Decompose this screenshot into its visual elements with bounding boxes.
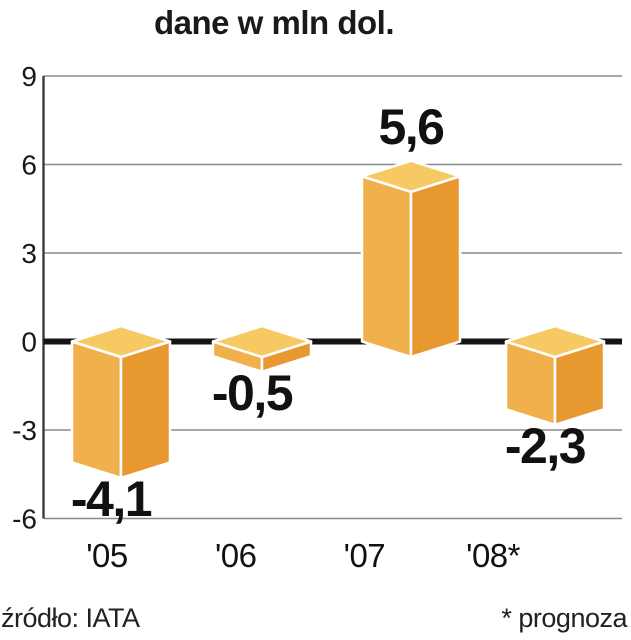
forecast-footnote: * prognoza: [501, 603, 627, 633]
x-axis-tick-label: '06: [215, 537, 257, 574]
bar-value-label: -2,3: [505, 418, 585, 474]
bar-value-label: -4,1: [71, 471, 152, 527]
y-axis-tick-label: 6: [21, 150, 37, 181]
bar-left-face: [360, 175, 413, 359]
x-axis-tick-label: '08*: [466, 537, 521, 574]
bar-value-label: 5,6: [378, 99, 443, 155]
source-note: źródło: IATA: [1, 603, 140, 633]
y-axis-tick-label: -6: [12, 504, 37, 535]
bar-value-label: -0,5: [212, 365, 293, 421]
bar-top-face: [504, 324, 606, 359]
x-axis-tick-label: '05: [86, 537, 128, 574]
y-axis-tick-label: -3: [12, 415, 37, 446]
bar-left-face: [70, 340, 123, 480]
bar-top-face: [211, 324, 313, 359]
bar-top-face: [70, 324, 172, 359]
bar-right-face: [409, 175, 462, 359]
y-axis-tick-label: 9: [21, 61, 37, 92]
bar-top-face: [360, 159, 462, 194]
y-axis-tick-label: 0: [21, 327, 37, 358]
y-axis-tick-label: 3: [21, 238, 37, 269]
chart-title: dane w mln dol.: [153, 4, 395, 41]
bar-right-face: [119, 340, 172, 480]
x-axis-tick-label: '07: [344, 537, 386, 574]
